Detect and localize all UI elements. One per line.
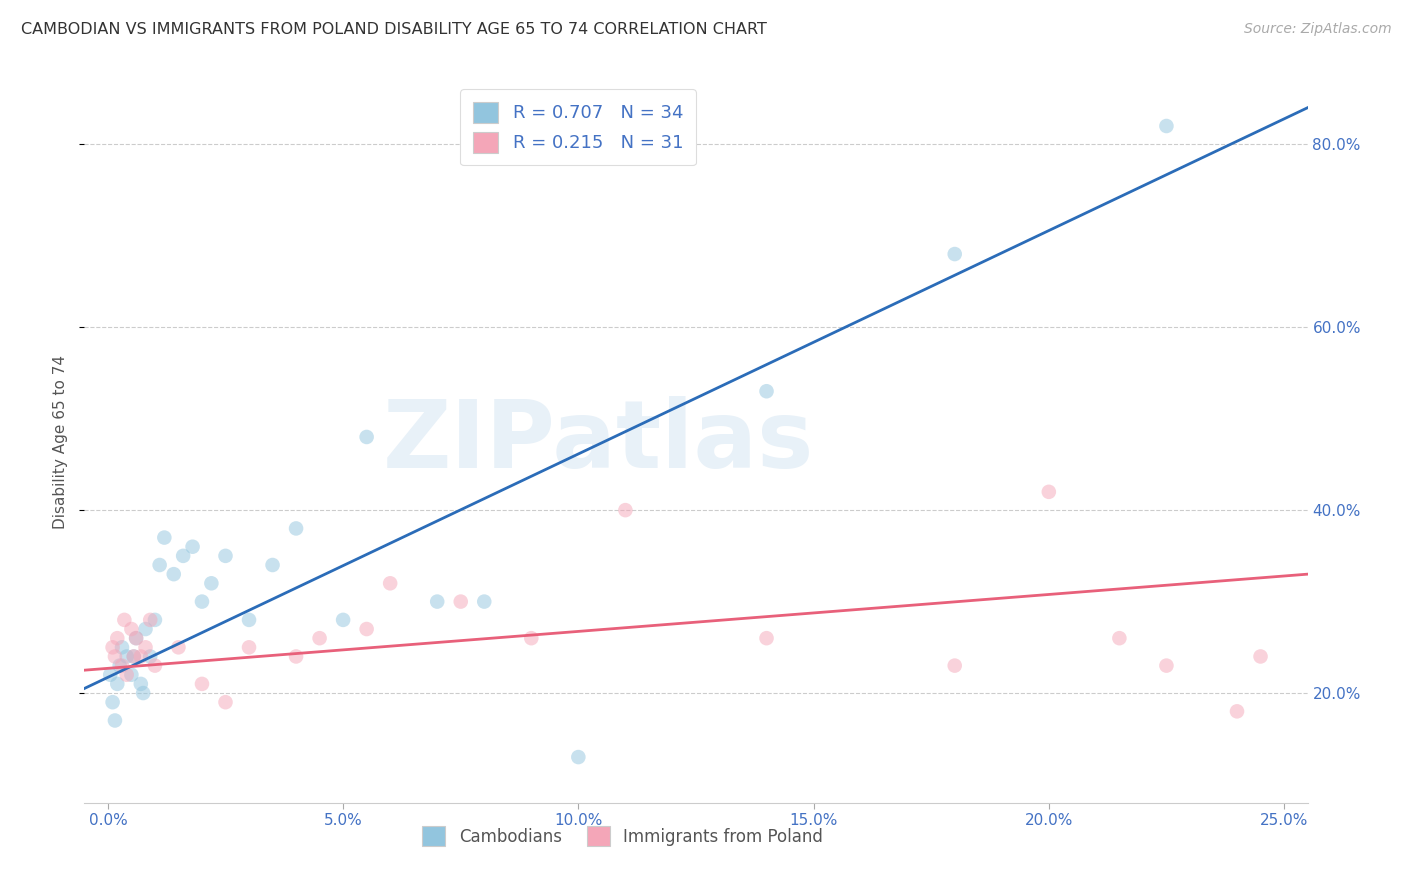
Point	[191, 677, 214, 691]
Point	[105, 631, 128, 645]
Point	[200, 576, 222, 591]
Point	[125, 631, 148, 645]
Point	[285, 521, 308, 535]
Point	[153, 531, 176, 545]
Point	[214, 695, 236, 709]
Point	[172, 549, 194, 563]
Point	[262, 558, 284, 572]
Point	[139, 613, 162, 627]
Point	[149, 558, 172, 572]
Point	[98, 667, 121, 681]
Point	[943, 658, 966, 673]
Point	[104, 714, 127, 728]
Point	[112, 613, 135, 627]
Text: ZIPatlas: ZIPatlas	[382, 395, 814, 488]
Text: CAMBODIAN VS IMMIGRANTS FROM POLAND DISABILITY AGE 65 TO 74 CORRELATION CHART: CAMBODIAN VS IMMIGRANTS FROM POLAND DISA…	[21, 22, 766, 37]
Point	[115, 667, 138, 681]
Point	[111, 640, 134, 655]
Point	[238, 613, 260, 627]
Point	[1108, 631, 1130, 645]
Point	[755, 631, 778, 645]
Point	[614, 503, 637, 517]
Point	[472, 594, 495, 608]
Point	[450, 594, 472, 608]
Legend: Cambodians, Immigrants from Poland: Cambodians, Immigrants from Poland	[415, 820, 830, 852]
Point	[1226, 704, 1249, 718]
Point	[132, 686, 155, 700]
Point	[1156, 119, 1178, 133]
Point	[285, 649, 308, 664]
Point	[104, 649, 127, 664]
Point	[101, 695, 124, 709]
Point	[755, 384, 778, 399]
Point	[332, 613, 354, 627]
Point	[167, 640, 190, 655]
Point	[120, 622, 142, 636]
Point	[129, 649, 152, 664]
Point	[120, 667, 142, 681]
Point	[943, 247, 966, 261]
Point	[191, 594, 214, 608]
Point	[238, 640, 260, 655]
Point	[111, 658, 134, 673]
Point	[125, 631, 148, 645]
Point	[105, 677, 128, 691]
Point	[308, 631, 330, 645]
Point	[135, 622, 157, 636]
Point	[356, 622, 378, 636]
Point	[181, 540, 204, 554]
Point	[163, 567, 186, 582]
Point	[356, 430, 378, 444]
Point	[567, 750, 589, 764]
Point	[143, 613, 166, 627]
Point	[143, 658, 166, 673]
Point	[129, 677, 152, 691]
Point	[1038, 484, 1060, 499]
Y-axis label: Disability Age 65 to 74: Disability Age 65 to 74	[53, 354, 69, 529]
Point	[214, 549, 236, 563]
Point	[1250, 649, 1272, 664]
Point	[380, 576, 402, 591]
Point	[122, 649, 145, 664]
Point	[1156, 658, 1178, 673]
Point	[115, 649, 138, 664]
Point	[122, 649, 145, 664]
Point	[139, 649, 162, 664]
Point	[135, 640, 157, 655]
Text: Source: ZipAtlas.com: Source: ZipAtlas.com	[1244, 22, 1392, 37]
Point	[101, 640, 124, 655]
Point	[108, 658, 131, 673]
Point	[520, 631, 543, 645]
Point	[426, 594, 449, 608]
